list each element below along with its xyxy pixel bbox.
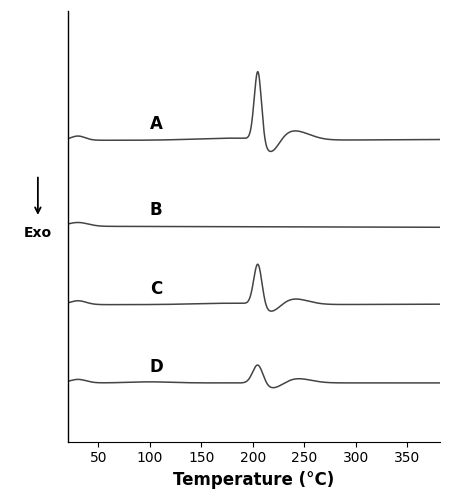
Text: Exo: Exo (24, 226, 52, 240)
Text: A: A (150, 115, 163, 133)
Text: D: D (150, 358, 164, 376)
X-axis label: Temperature (°C): Temperature (°C) (173, 471, 334, 489)
Text: C: C (150, 280, 162, 297)
Text: B: B (150, 202, 162, 220)
